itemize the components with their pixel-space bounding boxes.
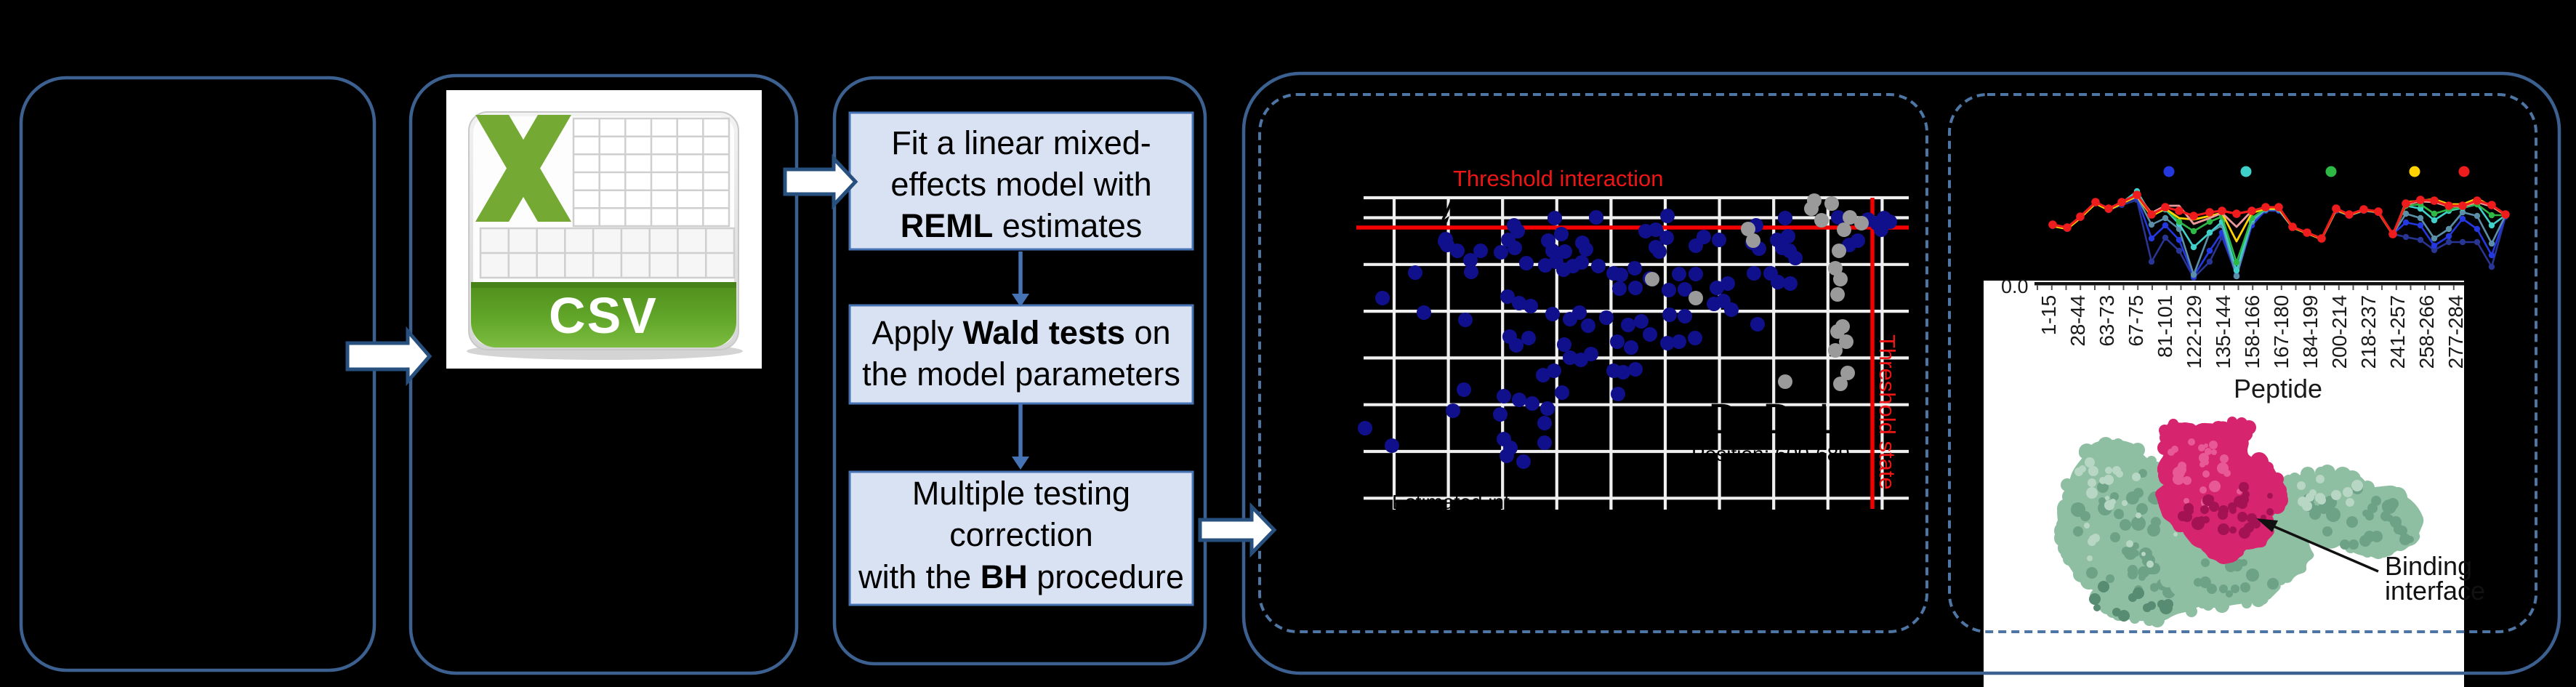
svg-text:184-199: 184-199 xyxy=(2299,295,2322,369)
svg-text:158-166: 158-166 xyxy=(2241,295,2263,369)
svg-text:135-144: 135-144 xyxy=(2212,295,2234,369)
svg-text:277-284: 277-284 xyxy=(2444,295,2467,369)
svg-text:Estimated int: Estimated int xyxy=(1392,491,1510,513)
svg-text:122-129: 122-129 xyxy=(2183,295,2205,369)
svg-text:28-44: 28-44 xyxy=(2066,295,2089,347)
svg-text:67-75: 67-75 xyxy=(2125,295,2147,347)
svg-text:the model parameters: the model parameters xyxy=(862,355,1180,393)
svg-text:Peptide: Peptide xyxy=(2234,374,2322,403)
svg-text:Threshold state: Threshold state xyxy=(1875,334,1900,490)
svg-text:interface: interface xyxy=(2385,576,2485,606)
svg-text:1-15: 1-15 xyxy=(2037,295,2060,335)
svg-text:Position: 600-689: Position: 600-689 xyxy=(1691,443,1850,465)
svg-text:258-266: 258-266 xyxy=(2415,295,2438,369)
svg-text:REML estimates: REML estimates xyxy=(901,207,1143,244)
svg-text:81-101: 81-101 xyxy=(2154,295,2176,358)
svg-text:63-73: 63-73 xyxy=(2096,295,2118,347)
svg-text:241-257: 241-257 xyxy=(2386,295,2409,369)
svg-text:with the BH procedure: with the BH procedure xyxy=(858,558,1184,595)
svg-text:L: L xyxy=(1819,395,1842,443)
svg-text:Apply Wald tests on: Apply Wald tests on xyxy=(872,314,1170,351)
svg-text:correction: correction xyxy=(949,516,1093,553)
svg-text:200-214: 200-214 xyxy=(2328,295,2351,369)
svg-text:D: D xyxy=(1763,395,1793,443)
svg-text:167-180: 167-180 xyxy=(2270,295,2293,369)
svg-text:218-237: 218-237 xyxy=(2357,295,2380,369)
svg-text:D: D xyxy=(1708,395,1739,443)
svg-text:Fit a linear mixed-: Fit a linear mixed- xyxy=(891,124,1151,161)
svg-text:effects model with: effects model with xyxy=(890,166,1151,203)
svg-text:0.0: 0.0 xyxy=(2001,276,2029,297)
svg-text:Multiple testing: Multiple testing xyxy=(912,475,1130,512)
svg-text:Binding: Binding xyxy=(2385,551,2472,581)
svg-text:Threshold interaction: Threshold interaction xyxy=(1453,166,1664,191)
svg-text:CSV: CSV xyxy=(549,287,658,344)
